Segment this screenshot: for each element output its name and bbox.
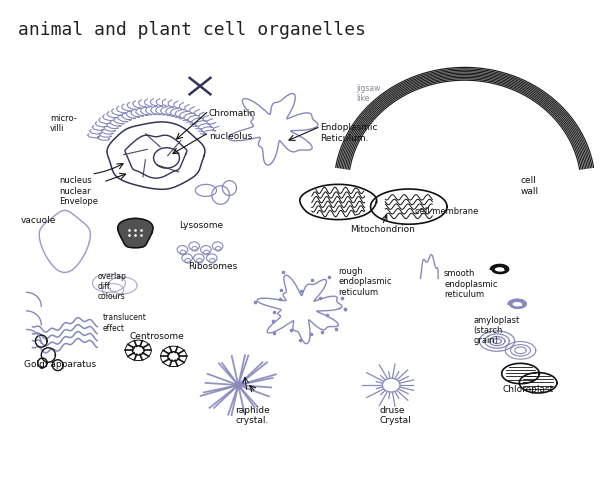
Text: jigsaw
like: jigsaw like [356,84,380,103]
Text: nucleus
nuclear
Envelope: nucleus nuclear Envelope [59,176,98,206]
Text: rough
endoplasmic
reticulum: rough endoplasmic reticulum [338,267,392,297]
Text: vacuole: vacuole [21,216,56,225]
Text: amyloplast
(starch
grain): amyloplast (starch grain) [473,315,520,346]
Text: nucleolus: nucleolus [209,132,252,141]
Text: smooth
endoplasmic
reticulum: smooth endoplasmic reticulum [444,269,497,299]
Text: raphide
crystal.: raphide crystal. [235,406,270,425]
Text: Chromatin: Chromatin [209,109,256,118]
Text: Lysosome: Lysosome [179,220,224,229]
Text: micro-
villi: micro- villi [50,114,77,133]
Text: Mitochondrion: Mitochondrion [350,225,415,234]
Text: Chloroplast: Chloroplast [503,385,554,394]
Text: overlap
diff.
colours: overlap diff. colours [97,272,126,301]
Text: Golgi apparatus: Golgi apparatus [23,359,96,369]
Text: druse
Crystal: druse Crystal [379,406,411,425]
Text: translucent
effect: translucent effect [103,313,147,333]
Text: Ribosomes: Ribosomes [188,262,238,271]
Text: Centrosome: Centrosome [130,332,184,341]
Text: cell membrane: cell membrane [415,206,478,216]
Text: cell
wall: cell wall [521,176,539,196]
Text: animal and plant cell organelles: animal and plant cell organelles [18,21,366,39]
Polygon shape [118,218,153,248]
Text: Endoplasmic
Reticulum.: Endoplasmic Reticulum. [320,123,378,142]
